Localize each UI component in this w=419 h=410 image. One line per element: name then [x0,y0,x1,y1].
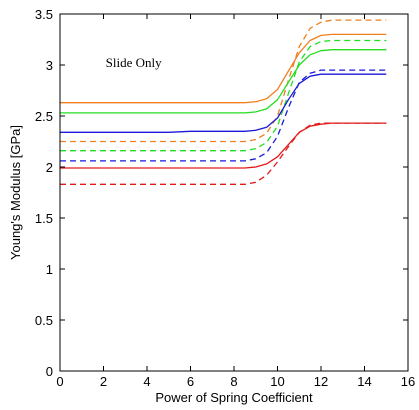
x-axis-label: Power of Spring Coefficient [155,390,313,405]
y-tick-label: 2 [46,160,53,175]
y-tick-label: 1 [46,262,53,277]
series-line-4 [60,39,387,152]
x-tick-label: 12 [314,374,328,389]
series-line-3 [60,49,387,114]
x-tick-label: 16 [401,374,415,389]
series-line-2 [60,19,387,143]
x-tick-label: 14 [357,374,371,389]
x-tick-label: 0 [56,374,63,389]
y-tick-label: 1.5 [35,211,53,226]
ticks-layer: 0 2 4 6 8 10 12 14 16 0 0.5 1 1.5 2 2.5 3 3.5 [35,7,415,389]
series-layer [60,19,387,185]
x-tick-label: 8 [230,374,237,389]
series-line-8 [60,122,387,185]
y-tick-label: 3.5 [35,7,53,22]
y-tick-label: 2.5 [35,109,53,124]
x-tick-label: 10 [270,374,284,389]
annotation: Slide Only [106,55,162,70]
y-tick-label: 0 [46,364,53,379]
x-tick-label: 6 [187,374,194,389]
y-tick-label: 0.5 [35,313,53,328]
series-line-6 [60,69,387,162]
series-line-5 [60,73,387,133]
x-tick-label: 4 [143,374,150,389]
y-axis-label: Young's Modulus [GPa] [8,125,23,260]
y-tick-label: 3 [46,58,53,73]
x-tick-label: 2 [100,374,107,389]
